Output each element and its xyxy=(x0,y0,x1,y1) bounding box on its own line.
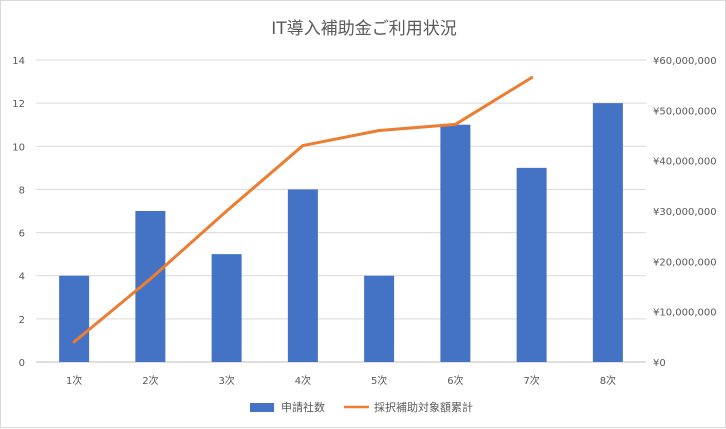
left-axis: 0 2 4 6 8 10 12 14 xyxy=(12,56,25,369)
line-point xyxy=(453,122,457,126)
left-tick-label: 10 xyxy=(12,142,25,153)
x-tick-label: 3次 xyxy=(218,374,234,387)
x-tick-label: 8次 xyxy=(600,374,616,387)
line-point xyxy=(377,128,381,132)
right-axis: ¥0 ¥10,000,000 ¥20,000,000 ¥30,000,000 ¥40,0… xyxy=(653,56,717,369)
right-tick-label: ¥60,000,000 xyxy=(653,56,717,67)
line-point xyxy=(225,209,229,213)
bar xyxy=(364,275,395,362)
x-tick-label: 7次 xyxy=(523,374,539,387)
legend: 申請社数 採択補助対象額累計 xyxy=(250,400,473,414)
legend-label-line: 採択補助対象額累計 xyxy=(374,400,473,414)
legend-label-bars: 申請社数 xyxy=(281,400,325,414)
bar-series xyxy=(59,103,623,363)
x-tick-label: 4次 xyxy=(295,374,311,387)
right-tick-label: ¥40,000,000 xyxy=(653,157,717,168)
legend-swatch-bars xyxy=(250,403,274,412)
line-point xyxy=(301,144,305,148)
right-tick-label: ¥10,000,000 xyxy=(653,308,717,319)
line-point xyxy=(148,277,152,281)
left-tick-label: 14 xyxy=(12,56,25,67)
chart-title: IT導入補助金ご利用状況 xyxy=(271,19,456,39)
bar xyxy=(516,167,547,362)
right-tick-label: ¥0 xyxy=(653,358,666,369)
bar xyxy=(287,189,318,362)
x-axis: 1次 2次 3次 4次 5次 6次 7次 8次 xyxy=(66,374,616,387)
line-point xyxy=(72,340,76,344)
bar xyxy=(592,103,623,363)
left-tick-label: 0 xyxy=(19,358,25,369)
left-tick-label: 6 xyxy=(19,229,25,240)
x-tick-label: 6次 xyxy=(447,374,463,387)
right-tick-label: ¥20,000,000 xyxy=(653,257,717,268)
bar xyxy=(440,124,471,362)
line-series xyxy=(72,76,534,344)
right-tick-label: ¥50,000,000 xyxy=(653,106,717,117)
left-tick-label: 12 xyxy=(12,99,25,110)
x-tick-label: 5次 xyxy=(371,374,387,387)
bar xyxy=(211,254,242,362)
left-tick-label: 4 xyxy=(19,272,25,283)
left-tick-label: 8 xyxy=(19,185,25,196)
bar xyxy=(59,275,90,362)
left-tick-label: 2 xyxy=(19,315,25,326)
line-point xyxy=(530,76,534,80)
right-tick-label: ¥30,000,000 xyxy=(653,207,717,218)
x-tick-label: 1次 xyxy=(66,374,82,387)
x-tick-label: 2次 xyxy=(142,374,158,387)
gridlines xyxy=(36,59,646,363)
